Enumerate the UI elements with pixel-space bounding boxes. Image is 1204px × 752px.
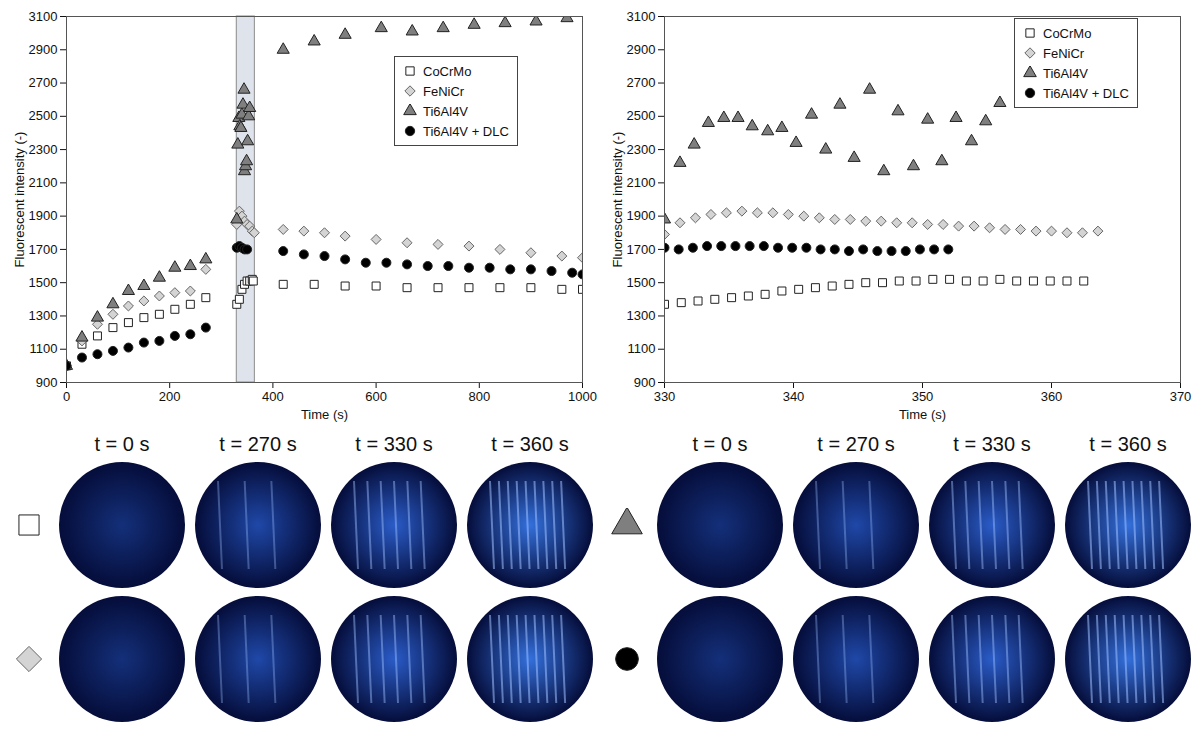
html-text:t = 270 s: t = 270 s <box>219 433 297 455</box>
svg-text:2100: 2100 <box>627 175 656 190</box>
svg-text:Fluorescent intensity (-): Fluorescent intensity (-) <box>12 132 27 268</box>
svg-text:1300: 1300 <box>627 308 656 323</box>
html-text:t = 0 s: t = 0 s <box>692 433 748 455</box>
svg-text:360: 360 <box>1041 389 1063 404</box>
svg-text:340: 340 <box>783 389 805 404</box>
html-text:FeNiCr: FeNiCr <box>423 83 465 99</box>
svg-text:1300: 1300 <box>29 308 58 323</box>
svg-text:Time (s): Time (s) <box>301 407 348 422</box>
html-text:Ti6Al4V: Ti6Al4V <box>1043 65 1088 81</box>
svg-text:1100: 1100 <box>30 341 58 356</box>
svg-text:1700: 1700 <box>627 242 656 257</box>
html-text:t = 330 s: t = 330 s <box>355 433 433 455</box>
html-text:t = 360 s: t = 360 s <box>1089 433 1167 455</box>
svg-text:600: 600 <box>365 389 387 404</box>
html-text:t = 0 s: t = 0 s <box>94 433 150 455</box>
svg-text:370: 370 <box>1170 389 1192 404</box>
svg-text:0: 0 <box>63 389 70 404</box>
svg-text:200: 200 <box>159 389 181 404</box>
svg-text:1100: 1100 <box>628 341 656 356</box>
html-text:Ti6Al4V: Ti6Al4V <box>423 103 468 119</box>
svg-text:2300: 2300 <box>627 142 656 157</box>
html-text:CoCrMo: CoCrMo <box>423 63 472 79</box>
svg-text:900: 900 <box>634 375 656 390</box>
html-text:Ti6Al4V + DLC: Ti6Al4V + DLC <box>423 123 509 139</box>
svg-text:400: 400 <box>262 389 284 404</box>
svg-text:2900: 2900 <box>627 42 656 57</box>
svg-text:3100: 3100 <box>627 9 656 24</box>
svg-text:330: 330 <box>654 389 676 404</box>
svg-text:3100: 3100 <box>29 9 58 24</box>
html-text:t = 270 s: t = 270 s <box>817 433 895 455</box>
html-text:Ti6Al4V + DLC: Ti6Al4V + DLC <box>1043 85 1129 101</box>
svg-text:1900: 1900 <box>29 208 58 223</box>
svg-text:1000: 1000 <box>568 389 597 404</box>
svg-text:1500: 1500 <box>29 275 58 290</box>
svg-text:1500: 1500 <box>627 275 656 290</box>
svg-text:2900: 2900 <box>29 42 58 57</box>
svg-text:Fluorescent intensity (-): Fluorescent intensity (-) <box>610 132 625 268</box>
html-text:t = 360 s: t = 360 s <box>491 433 569 455</box>
svg-text:2100: 2100 <box>29 175 58 190</box>
svg-text:1700: 1700 <box>29 242 58 257</box>
svg-text:2500: 2500 <box>627 108 656 123</box>
html-text:t = 330 s: t = 330 s <box>953 433 1031 455</box>
svg-text:2700: 2700 <box>29 75 58 90</box>
svg-text:2500: 2500 <box>29 108 58 123</box>
svg-text:800: 800 <box>468 389 490 404</box>
html-text:CoCrMo: CoCrMo <box>1043 25 1092 41</box>
svg-text:2300: 2300 <box>29 142 58 157</box>
svg-text:1900: 1900 <box>627 208 656 223</box>
svg-text:900: 900 <box>36 375 58 390</box>
svg-text:350: 350 <box>912 389 934 404</box>
html-text:FeNiCr: FeNiCr <box>1043 45 1085 61</box>
svg-text:2700: 2700 <box>627 75 656 90</box>
svg-text:Time (s): Time (s) <box>899 407 946 422</box>
